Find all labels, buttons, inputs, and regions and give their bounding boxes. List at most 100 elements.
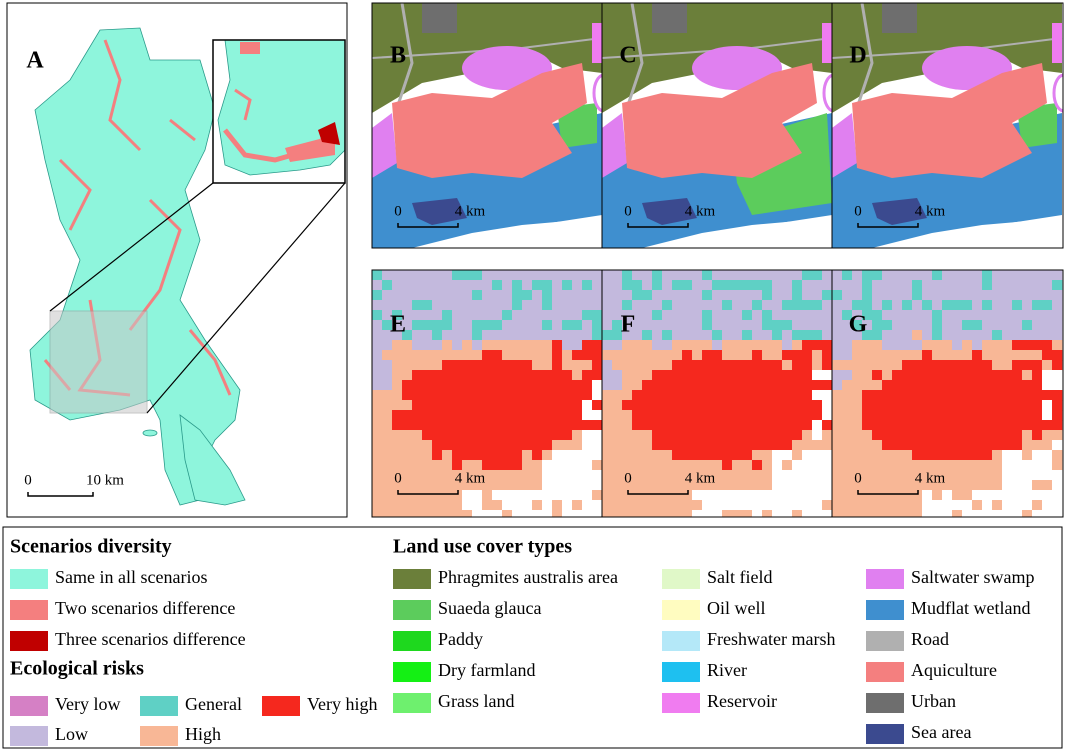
legend-swatch: [393, 631, 431, 651]
risk-cell: [932, 460, 943, 471]
risk-cell: [432, 330, 443, 341]
risk-cell: [482, 420, 493, 431]
risk-cell: [562, 500, 573, 511]
risk-cell: [692, 420, 703, 431]
risk-cell: [972, 360, 983, 371]
risk-cell: [722, 270, 733, 281]
risk-cell: [702, 360, 713, 371]
risk-cell: [822, 500, 832, 511]
risk-cell: [412, 440, 423, 451]
risk-cell: [702, 470, 713, 481]
risk-cell: [832, 470, 843, 481]
risk-cell: [802, 310, 813, 321]
risk-cell: [722, 450, 733, 461]
risk-cell: [712, 360, 723, 371]
risk-cell: [892, 450, 903, 461]
risk-cell: [882, 500, 893, 511]
risk-cell: [552, 400, 563, 411]
risk-cell: [772, 400, 783, 411]
risk-cell: [762, 470, 773, 481]
road: [395, 3, 414, 109]
scale-start: 0: [394, 203, 402, 219]
risk-cell: [712, 320, 723, 331]
risk-cell: [1052, 440, 1063, 451]
risk-cell: [512, 470, 523, 481]
risk-cell: [652, 490, 663, 501]
risk-cell: [752, 290, 763, 301]
risk-cell: [422, 510, 433, 517]
risk-cell: [642, 490, 653, 501]
risk-cell: [912, 470, 923, 481]
risk-cell: [492, 340, 503, 351]
risk-cell: [472, 500, 483, 511]
risk-cell: [612, 480, 623, 491]
risk-cell: [492, 430, 503, 441]
risk-cell: [582, 400, 593, 411]
risk-cell: [982, 370, 993, 381]
risk-cell: [622, 310, 633, 321]
risk-cell: [972, 300, 983, 311]
risk-cell: [522, 280, 533, 291]
risk-cell: [432, 430, 443, 441]
risk-cell: [1052, 480, 1063, 491]
risk-cell: [832, 280, 843, 291]
risk-cell: [792, 420, 803, 431]
risk-cell: [852, 350, 863, 361]
risk-cell: [512, 400, 523, 411]
risk-cell: [652, 370, 663, 381]
risk-cell: [552, 420, 563, 431]
risk-cell: [812, 340, 823, 351]
risk-cell: [602, 380, 613, 391]
risk-cell: [722, 480, 733, 491]
risk-cell: [712, 410, 723, 421]
risk-cell: [442, 510, 453, 517]
risk-cell: [722, 510, 733, 517]
risk-cell: [842, 370, 853, 381]
risk-cell: [572, 410, 583, 421]
risk-cell: [622, 430, 633, 441]
risk-cell: [722, 390, 733, 401]
risk-cell: [912, 480, 923, 491]
risk-cell: [972, 510, 983, 517]
risk-cell: [822, 440, 832, 451]
risk-cell: [442, 340, 453, 351]
risk-cell: [1012, 500, 1023, 511]
risk-cell: [952, 300, 963, 311]
risk-cell: [902, 390, 913, 401]
risk-cell: [802, 300, 813, 311]
risk-cell: [1012, 470, 1023, 481]
risk-cell: [442, 480, 453, 491]
risk-cell: [842, 270, 853, 281]
risk-cell: [1022, 360, 1033, 371]
risk-cell: [532, 470, 543, 481]
risk-cell: [512, 290, 523, 301]
risk-cell: [372, 340, 383, 351]
risk-cell: [652, 330, 663, 341]
risk-cell: [952, 350, 963, 361]
risk-cell: [952, 310, 963, 321]
risk-cell: [852, 360, 863, 371]
risk-cell: [512, 370, 523, 381]
risk-cell: [992, 460, 1003, 471]
risk-cell: [392, 380, 403, 391]
risk-cell: [522, 380, 533, 391]
saltwater-swamp: [832, 113, 857, 178]
risk-cell: [822, 510, 832, 517]
risk-cell: [822, 330, 832, 341]
risk-cell: [482, 280, 493, 291]
inset-frame: [212, 39, 346, 184]
risk-cell: [922, 500, 933, 511]
risk-cell: [852, 510, 863, 517]
panel-map: [602, 3, 832, 248]
scale-bar: [857, 490, 919, 495]
risk-cell: [632, 340, 643, 351]
risk-cell: [1002, 330, 1013, 341]
risk-cell: [682, 370, 693, 381]
risk-cell: [972, 410, 983, 421]
risk-cell: [382, 330, 393, 341]
risk-cell: [762, 430, 773, 441]
risk-cell: [862, 510, 873, 517]
risk-cell: [742, 420, 753, 431]
risk-cell: [482, 410, 493, 421]
